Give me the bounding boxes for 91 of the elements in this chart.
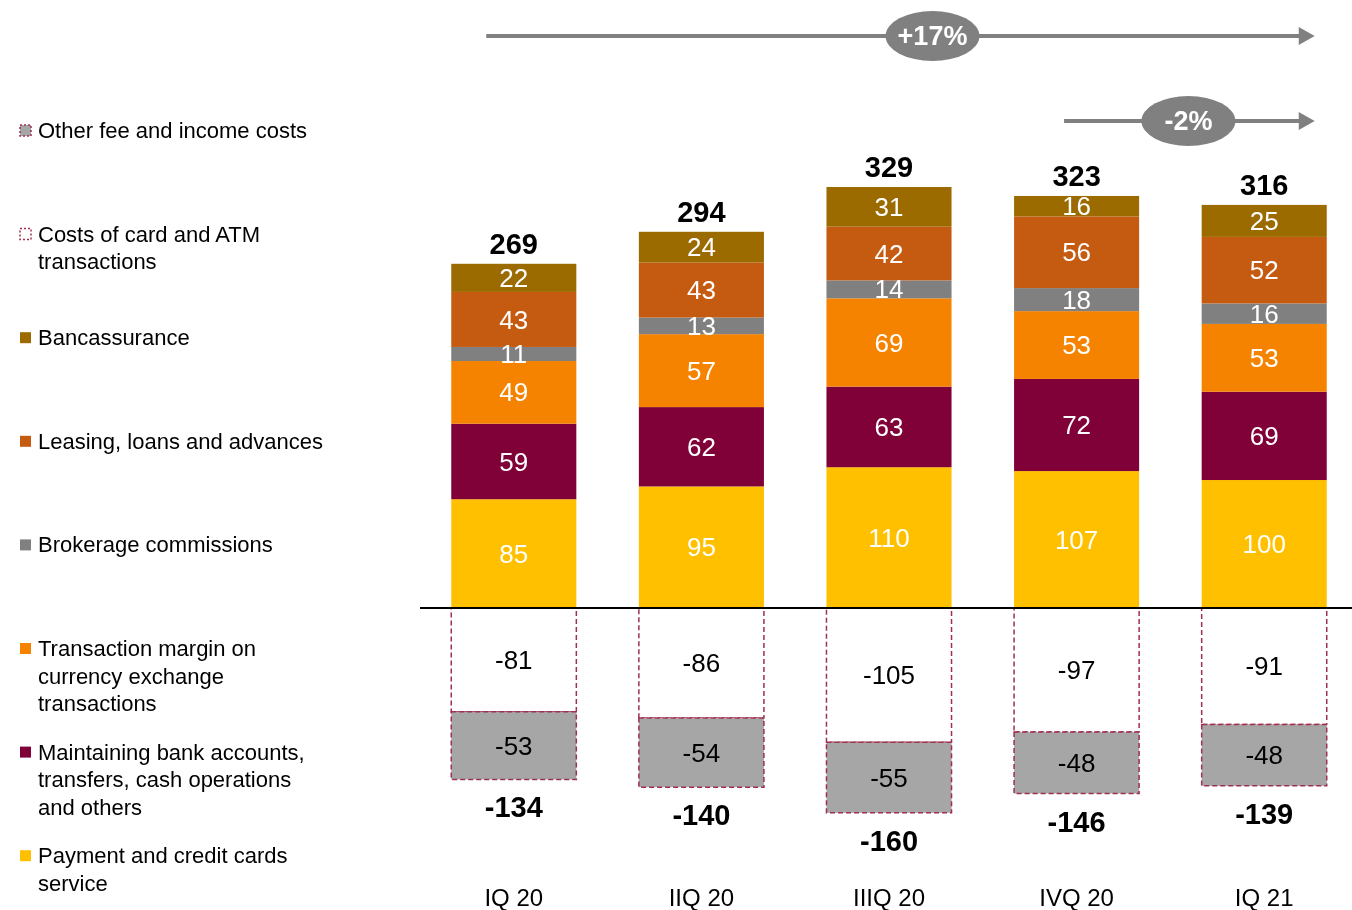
bar [826,280,952,299]
data-label: 25 [1249,206,1279,237]
data-label: 49 [499,377,529,408]
text: -134 [484,791,543,824]
x-tick-label: IQ 20 [484,884,544,910]
text: 329 [864,151,914,183]
data-label: 69 [1249,420,1279,451]
bar [1014,216,1140,289]
data-label: 22 [499,262,529,293]
bar [1201,236,1327,304]
data-label: 85 [499,538,529,569]
data-label: 53 [1062,330,1092,361]
bar [451,361,577,424]
bar [826,187,952,227]
bar [638,486,764,608]
bar [638,231,764,263]
data-label: -48 [1245,740,1283,771]
bar [638,334,764,408]
bar [1014,288,1140,312]
bar [638,407,764,487]
x-tick-label: IVQ 20 [1039,884,1114,910]
data-label: 69 [874,327,904,358]
bar [1014,311,1140,379]
data-label: 16 [1249,298,1279,329]
data-label: -105 [862,660,916,691]
text: +17% [897,21,968,52]
text: -2% [1164,106,1213,137]
bar [451,291,577,347]
data-label: 43 [686,275,716,306]
legend-label: Bancassurance [38,325,190,351]
bar [451,499,577,608]
text: -160 [859,824,919,857]
data-label: 110 [868,522,910,553]
x-tick-label: IIQ 20 [668,884,735,910]
bar [1201,480,1327,608]
data-label: 56 [1062,237,1092,268]
text: 294 [677,195,726,228]
legend-label: Transaction margin on currency exchange transactions [38,636,257,716]
text: -139 [1235,797,1294,830]
data-label: -48 [1057,747,1096,778]
legend-label: Brokerage commissions [38,532,273,558]
x-tick-label: IIIQ 20 [852,884,926,910]
legend-label: Costs of card and ATM transactions [38,221,261,275]
data-label: 59 [499,446,529,477]
bar [826,467,952,608]
bar [1201,303,1327,324]
data-label: -55 [870,762,908,793]
text: -146 [1047,805,1106,838]
data-label: 52 [1249,255,1279,286]
data-label: 42 [874,238,904,269]
data-label: -81 [495,644,533,675]
text: 316 [1240,168,1289,201]
data-label: 107 [1054,524,1099,555]
data-label: 95 [686,532,716,563]
data-label: 16 [1062,191,1092,222]
data-label: -86 [682,648,721,679]
legend-label: Maintaining bank accounts, transfers, cash operations and others [38,739,305,820]
data-label: -97 [1057,655,1096,686]
data-label: -54 [682,737,721,768]
bar [451,263,577,292]
data-label: 100 [1242,529,1286,560]
data-label: 57 [686,355,716,386]
legend-label: Leasing, loans and advances [38,428,323,454]
data-label: 14 [874,274,904,305]
bar [451,423,577,500]
data-label: 53 [1249,342,1279,373]
legend-label: Other fee and income costs [38,118,308,143]
text: 269 [489,227,538,260]
data-label: 63 [874,412,904,443]
data-label: 72 [1062,410,1092,441]
bar [1201,391,1327,481]
data-label: -53 [495,730,533,761]
text: 323 [1052,159,1101,192]
bar [826,386,952,468]
text: -140 [672,799,731,832]
data-label: 43 [499,304,529,335]
bar [1201,204,1327,237]
data-label: 31 [874,191,904,222]
bar [1014,378,1140,472]
legend-label: Payment and credit cards service [38,843,288,896]
data-label: 13 [686,310,716,341]
data-label: 62 [686,431,716,462]
bar [1014,471,1140,608]
bar [638,262,764,318]
bar [826,298,952,387]
bar [1201,323,1327,392]
data-label: 18 [1062,284,1092,315]
x-tick-label: IQ 21 [1234,884,1294,910]
bar [826,226,952,281]
data-label: -91 [1245,651,1283,682]
data-label: 24 [686,232,716,263]
